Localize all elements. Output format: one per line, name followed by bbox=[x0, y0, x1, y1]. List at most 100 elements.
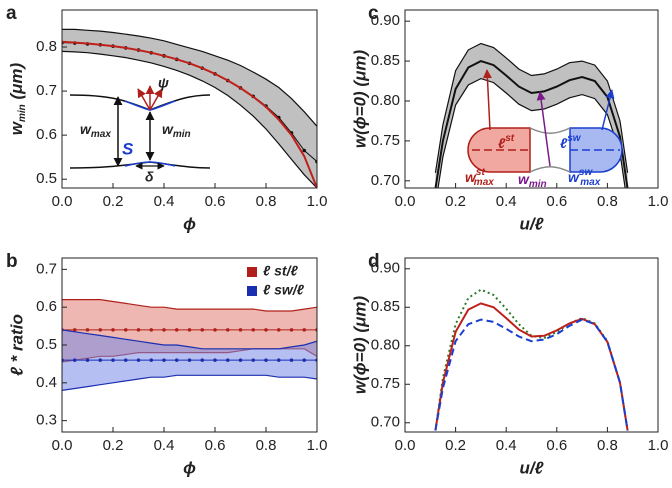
legend-swatch bbox=[247, 286, 257, 296]
y-tick-label: 0.6 bbox=[36, 298, 57, 315]
axes-frame bbox=[404, 9, 659, 189]
panel-letter: b bbox=[6, 251, 18, 272]
annotation: ℓsw bbox=[560, 133, 582, 151]
line bbox=[434, 302, 629, 431]
line bbox=[434, 60, 629, 188]
x-axis-label: ϕ bbox=[183, 214, 196, 233]
inset-diagram: wmax wmin S δ ψ bbox=[69, 75, 211, 185]
legend-swatch bbox=[247, 267, 257, 277]
marker bbox=[302, 358, 307, 362]
y-axis-label: ℓ * ratio bbox=[7, 314, 26, 376]
y-tick-label: 0.5 bbox=[36, 336, 57, 353]
band-edge bbox=[62, 28, 317, 127]
marker bbox=[225, 358, 230, 362]
inset-diagram: ℓst ℓsw wst max wmin wsw max bbox=[465, 69, 623, 190]
marker bbox=[98, 358, 103, 362]
marker bbox=[149, 328, 154, 332]
marker bbox=[85, 358, 90, 362]
marker bbox=[251, 328, 256, 332]
y-axis-label: w(ϕ=0) (μm) bbox=[350, 296, 369, 395]
marker bbox=[225, 328, 230, 332]
band-edge bbox=[62, 299, 317, 312]
marker bbox=[238, 328, 243, 332]
x-tick-label: 0.2 bbox=[445, 437, 466, 454]
x-tick-label: 0.4 bbox=[496, 437, 517, 454]
y-tick-label: 0.6 bbox=[36, 126, 57, 143]
plot-area bbox=[62, 28, 317, 188]
x-tick-label: 0.4 bbox=[496, 193, 517, 210]
marker bbox=[72, 328, 77, 332]
x-tick-label: 0.6 bbox=[205, 437, 226, 454]
y-tick-label: 0.85 bbox=[371, 298, 400, 315]
band-edge bbox=[62, 374, 317, 391]
marker bbox=[162, 358, 166, 362]
x-tick-label: 0.0 bbox=[52, 437, 73, 454]
x-tick-label: 0.8 bbox=[256, 193, 277, 210]
marker bbox=[200, 328, 205, 332]
marker bbox=[72, 358, 77, 362]
band-edge bbox=[437, 77, 626, 188]
x-tick-label: 0.4 bbox=[154, 437, 175, 454]
x-tick-label: 0.8 bbox=[597, 193, 618, 210]
annotation: wmax bbox=[80, 121, 111, 140]
marker bbox=[289, 358, 294, 362]
y-tick-label: 0.90 bbox=[371, 260, 400, 277]
x-tick-label: 0.2 bbox=[103, 437, 124, 454]
x-tick-label: 0.2 bbox=[445, 193, 466, 210]
line bbox=[434, 318, 629, 431]
x-axis-label: u/ℓ bbox=[520, 458, 544, 477]
band bbox=[62, 29, 317, 188]
marker bbox=[85, 328, 90, 332]
marker bbox=[302, 328, 307, 332]
x-tick-label: 0.2 bbox=[103, 193, 124, 210]
marker bbox=[251, 358, 256, 362]
marker bbox=[238, 358, 243, 362]
marker bbox=[213, 358, 217, 362]
x-tick-label: 0.6 bbox=[205, 193, 226, 210]
line bbox=[434, 288, 629, 431]
annotation: wmin bbox=[518, 171, 547, 190]
marker bbox=[200, 358, 205, 362]
x-axis-label: ϕ bbox=[183, 458, 196, 477]
y-axis-label-part: w bbox=[7, 120, 26, 135]
y-tick-label: 0.3 bbox=[36, 412, 57, 429]
annotation: δ bbox=[145, 169, 154, 185]
marker bbox=[136, 358, 141, 362]
annotation: wst max bbox=[465, 167, 494, 188]
plot-area bbox=[434, 42, 629, 188]
axes-frame bbox=[404, 257, 659, 433]
legend-label: ℓ st/ℓ bbox=[263, 263, 298, 279]
x-tick-label: 0.6 bbox=[546, 193, 567, 210]
y-tick-label: 0.4 bbox=[36, 374, 57, 391]
x-tick-label: 1.0 bbox=[648, 437, 669, 454]
marker bbox=[123, 358, 128, 362]
band-edge bbox=[434, 42, 629, 173]
annotation: wmin bbox=[162, 121, 191, 140]
panel-letter: a bbox=[6, 3, 17, 24]
y-tick-label: 0.8 bbox=[36, 38, 57, 55]
marker bbox=[302, 148, 307, 153]
marker bbox=[187, 358, 192, 362]
annotation: S bbox=[122, 139, 134, 158]
marker bbox=[123, 328, 128, 332]
band bbox=[435, 43, 628, 188]
panel-letter: d bbox=[368, 251, 380, 272]
x-tick-label: 0.4 bbox=[154, 193, 175, 210]
y-tick-label: 0.75 bbox=[371, 375, 400, 392]
y-axis-label: wmin (μm) bbox=[7, 62, 27, 135]
x-tick-label: 1.0 bbox=[307, 437, 328, 454]
marker bbox=[111, 328, 115, 332]
y-tick-label: 0.85 bbox=[371, 52, 400, 69]
legend-label: ℓ sw/ℓ bbox=[263, 282, 305, 298]
marker bbox=[213, 328, 217, 332]
x-tick-label: 0.8 bbox=[256, 437, 277, 454]
band-edge bbox=[62, 50, 317, 188]
y-tick-label: 0.70 bbox=[371, 414, 400, 431]
y-tick-label: 0.5 bbox=[36, 170, 57, 187]
y-tick-label: 0.70 bbox=[371, 172, 400, 189]
marker bbox=[162, 328, 166, 332]
y-tick-label: 0.80 bbox=[371, 337, 400, 354]
plot-area bbox=[434, 288, 629, 431]
annotation: ψ bbox=[158, 75, 169, 91]
y-axis-label-part: (μm) bbox=[7, 62, 26, 104]
